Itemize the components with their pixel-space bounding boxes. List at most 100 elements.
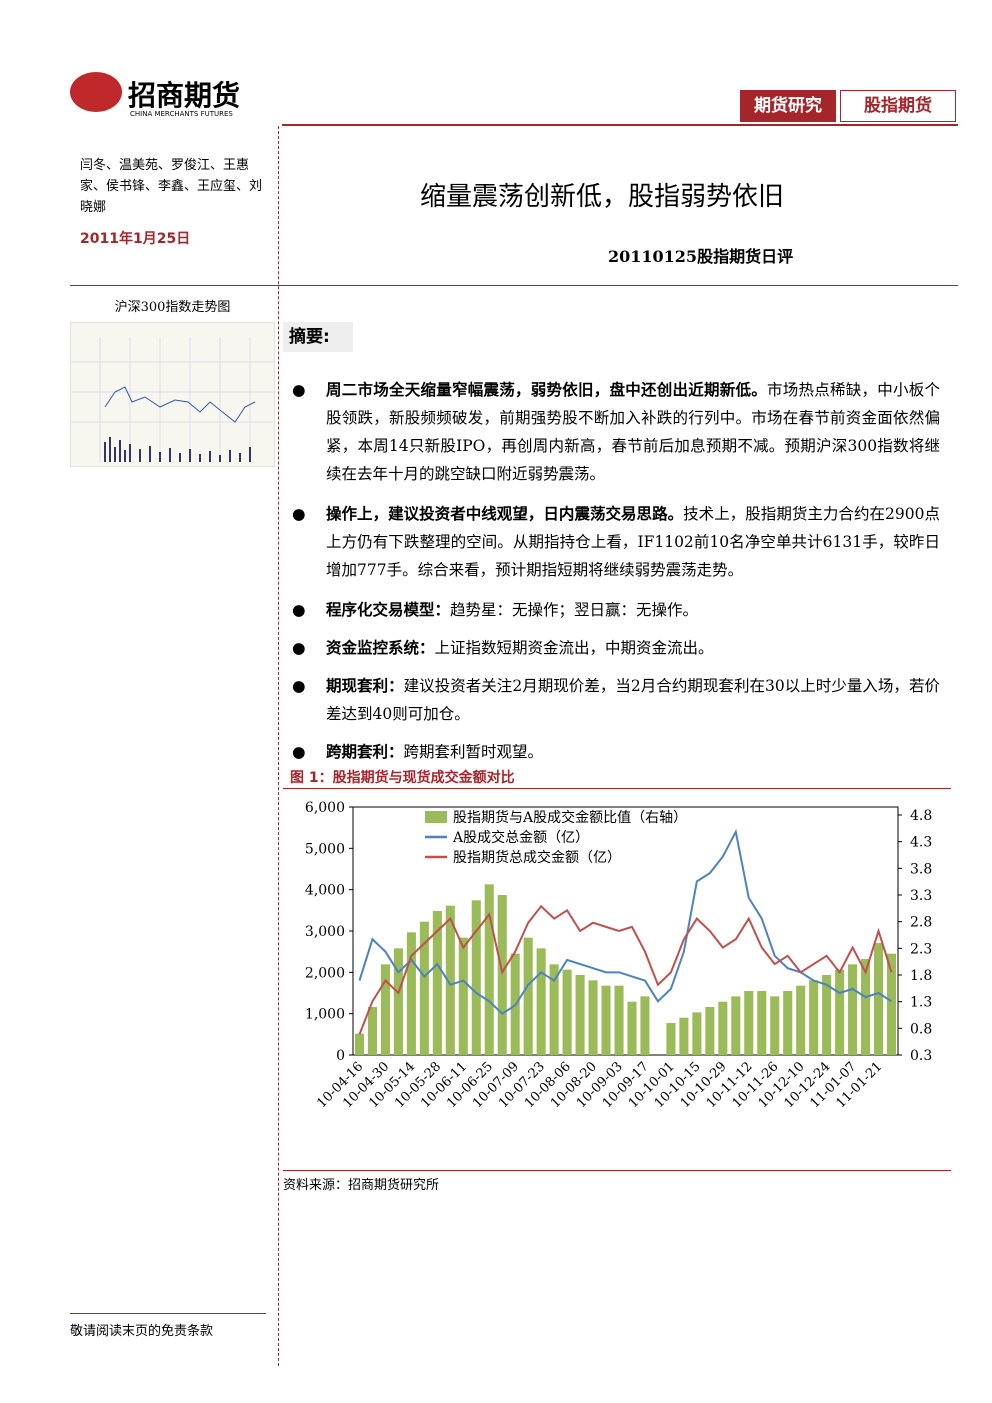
bullet-text: 跨期套利：	[326, 743, 404, 761]
subtitle: 20110125股指期货日评	[608, 247, 794, 266]
y-tick-label: 5,000	[305, 841, 345, 857]
y2-tick-label: 4.3	[910, 835, 932, 851]
bar	[588, 980, 598, 1055]
bar	[354, 1033, 365, 1055]
bullet-text: 期现套利：	[326, 677, 404, 695]
bullet-dot: ●	[292, 381, 306, 399]
bar	[484, 884, 494, 1055]
y-tick-label: 1,000	[305, 1007, 345, 1023]
source: 资料来源：招商期货研究所	[283, 1178, 440, 1193]
bullet-dot: ●	[292, 677, 306, 695]
bar	[809, 980, 819, 1055]
bar	[861, 959, 871, 1055]
rule	[283, 788, 951, 789]
y-tick-label: 4,000	[305, 883, 345, 899]
tag: 股指期货	[840, 90, 956, 122]
y2-tick-label: 2.3	[910, 941, 932, 957]
summary-heading: 摘要:	[283, 322, 353, 352]
bullet-text: 建议投资者关注2月期现价差，当2月合约期现套利在30以上时少量入场，若价差达到4…	[326, 677, 940, 723]
bar	[822, 975, 832, 1055]
rule	[282, 124, 958, 126]
y2-tick-label: 0.8	[910, 1021, 932, 1037]
bar	[432, 911, 442, 1055]
bar	[692, 1012, 702, 1055]
bar	[886, 953, 897, 1055]
bar	[835, 969, 845, 1055]
figure-title: 图 1：股指期货与现货成交金额对比	[290, 770, 515, 786]
rule	[283, 1170, 951, 1171]
rule	[70, 285, 958, 286]
bar	[666, 1023, 676, 1055]
y2-tick-label: 1.8	[910, 968, 932, 984]
line	[358, 904, 893, 1035]
y2-tick-label: 0.3	[910, 1048, 932, 1064]
thumb-grid	[70, 337, 275, 462]
bar	[731, 996, 741, 1055]
bullet-text: 操作上，建议投资者中线观望，日内震荡交易思路。	[326, 505, 684, 523]
bullet: ● 期现套利：建议投资者关注2月期现价差，当2月合约期现套利在30以上时少量入场，…	[290, 672, 940, 728]
bullet-dot: ●	[292, 743, 306, 761]
bar	[601, 985, 611, 1055]
bullet-text: 跨期套利暂时观望。	[403, 743, 544, 761]
bullet-dot: ●	[292, 505, 306, 523]
bar	[679, 1017, 689, 1055]
logo-icon	[70, 72, 122, 112]
line	[358, 828, 893, 1015]
logo-en: CHINA MERCHANTS FUTURES	[130, 110, 233, 118]
bar	[796, 985, 806, 1055]
y2-tick-label: 4.8	[910, 808, 932, 824]
y-tick-label: 6,000	[305, 800, 345, 816]
bullet: ● 跨期套利：跨期套利暂时观望。	[290, 738, 940, 766]
legend-label: 股指期货总成交金额（亿）	[453, 849, 621, 866]
bar	[367, 1007, 378, 1055]
y-tick-label: 0	[336, 1048, 345, 1064]
bullet-text: 资金监控系统：	[326, 639, 435, 657]
bar	[614, 985, 624, 1055]
chart: 0 1,000 2,000 3,000 4,000 5,000 6,000 0.3 0.8 1.3…	[305, 800, 932, 1111]
bar	[627, 1001, 637, 1055]
bullets: ● 周二市场全天缩量窄幅震荡，弱势依旧，盘中还创出近期新低。市场热点稀缺，中小板个…	[290, 376, 940, 776]
bullet-dot: ●	[292, 601, 306, 619]
legend-label: A股成交总金额（亿）	[452, 829, 589, 846]
bullet: ● 资金监控系统：上证指数短期资金流出，中期资金流出。	[290, 634, 940, 662]
bar	[497, 895, 507, 1055]
bullet-dot: ●	[292, 639, 306, 657]
y2-tick-label: 2.8	[910, 915, 932, 931]
bullet-text: 程序化交易模型：	[326, 601, 451, 619]
rule	[70, 1313, 266, 1314]
bar	[523, 937, 533, 1055]
bullet: ● 操作上，建议投资者中线观望，日内震荡交易思路。技术上，股指期货主力合约在290…	[290, 500, 940, 584]
bar	[744, 991, 754, 1055]
bullet-text: 技术上，股指期货主力合约在2900点上方仍有下跌整理的空间。从期指持仓上看，IF…	[326, 505, 940, 579]
tag: 期货研究	[740, 90, 836, 122]
bullet: ● 周二市场全天缩量窄幅震荡，弱势依旧，盘中还创出近期新低。市场热点稀缺，中小板个…	[290, 376, 940, 488]
divider	[278, 126, 279, 1366]
authors: 闫冬、温美苑、罗俊江、王惠家、侯书锋、李鑫、王应玺、刘晓娜	[80, 158, 263, 215]
thumb-frame	[70, 322, 275, 467]
bullet-text: 市场热点稀缺，中小板个股领跌，新股频频破发，前期强势股不断加入补跌的行列中。市场…	[326, 381, 940, 483]
bar	[471, 900, 481, 1055]
date: 2011年1月25日	[80, 231, 191, 247]
bullet: ● 程序化交易模型：趋势星：无操作；翌日赢：无操作。	[290, 596, 940, 624]
bar	[575, 975, 585, 1055]
bar	[705, 1007, 715, 1055]
bar	[445, 905, 455, 1055]
bar	[419, 921, 429, 1055]
thumb-bars	[104, 437, 251, 462]
title: 缩量震荡创新低，股指弱势依旧	[420, 182, 785, 212]
y-tick-label: 3,000	[305, 924, 345, 940]
bar	[562, 969, 572, 1055]
y-tick-label: 2,000	[305, 965, 345, 981]
bullet-text: 趋势星：无操作；翌日赢：无操作。	[450, 601, 699, 619]
bar	[873, 943, 884, 1055]
bar	[393, 948, 403, 1055]
bar	[458, 937, 468, 1055]
bar	[536, 948, 546, 1055]
logo-text: 招商期货	[128, 79, 241, 112]
bar	[770, 996, 780, 1055]
bar	[380, 964, 390, 1055]
bar	[549, 964, 559, 1055]
bar	[640, 996, 650, 1055]
bar	[783, 991, 793, 1055]
